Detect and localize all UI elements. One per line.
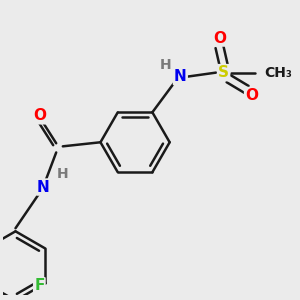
Text: N: N xyxy=(37,179,50,194)
Text: O: O xyxy=(245,88,258,103)
Text: S: S xyxy=(218,65,229,80)
Text: N: N xyxy=(174,69,187,84)
Text: F: F xyxy=(34,278,44,293)
Text: O: O xyxy=(33,108,46,123)
Text: H: H xyxy=(57,167,69,181)
Text: O: O xyxy=(213,31,226,46)
Text: CH₃: CH₃ xyxy=(264,66,292,80)
Text: H: H xyxy=(159,58,171,73)
